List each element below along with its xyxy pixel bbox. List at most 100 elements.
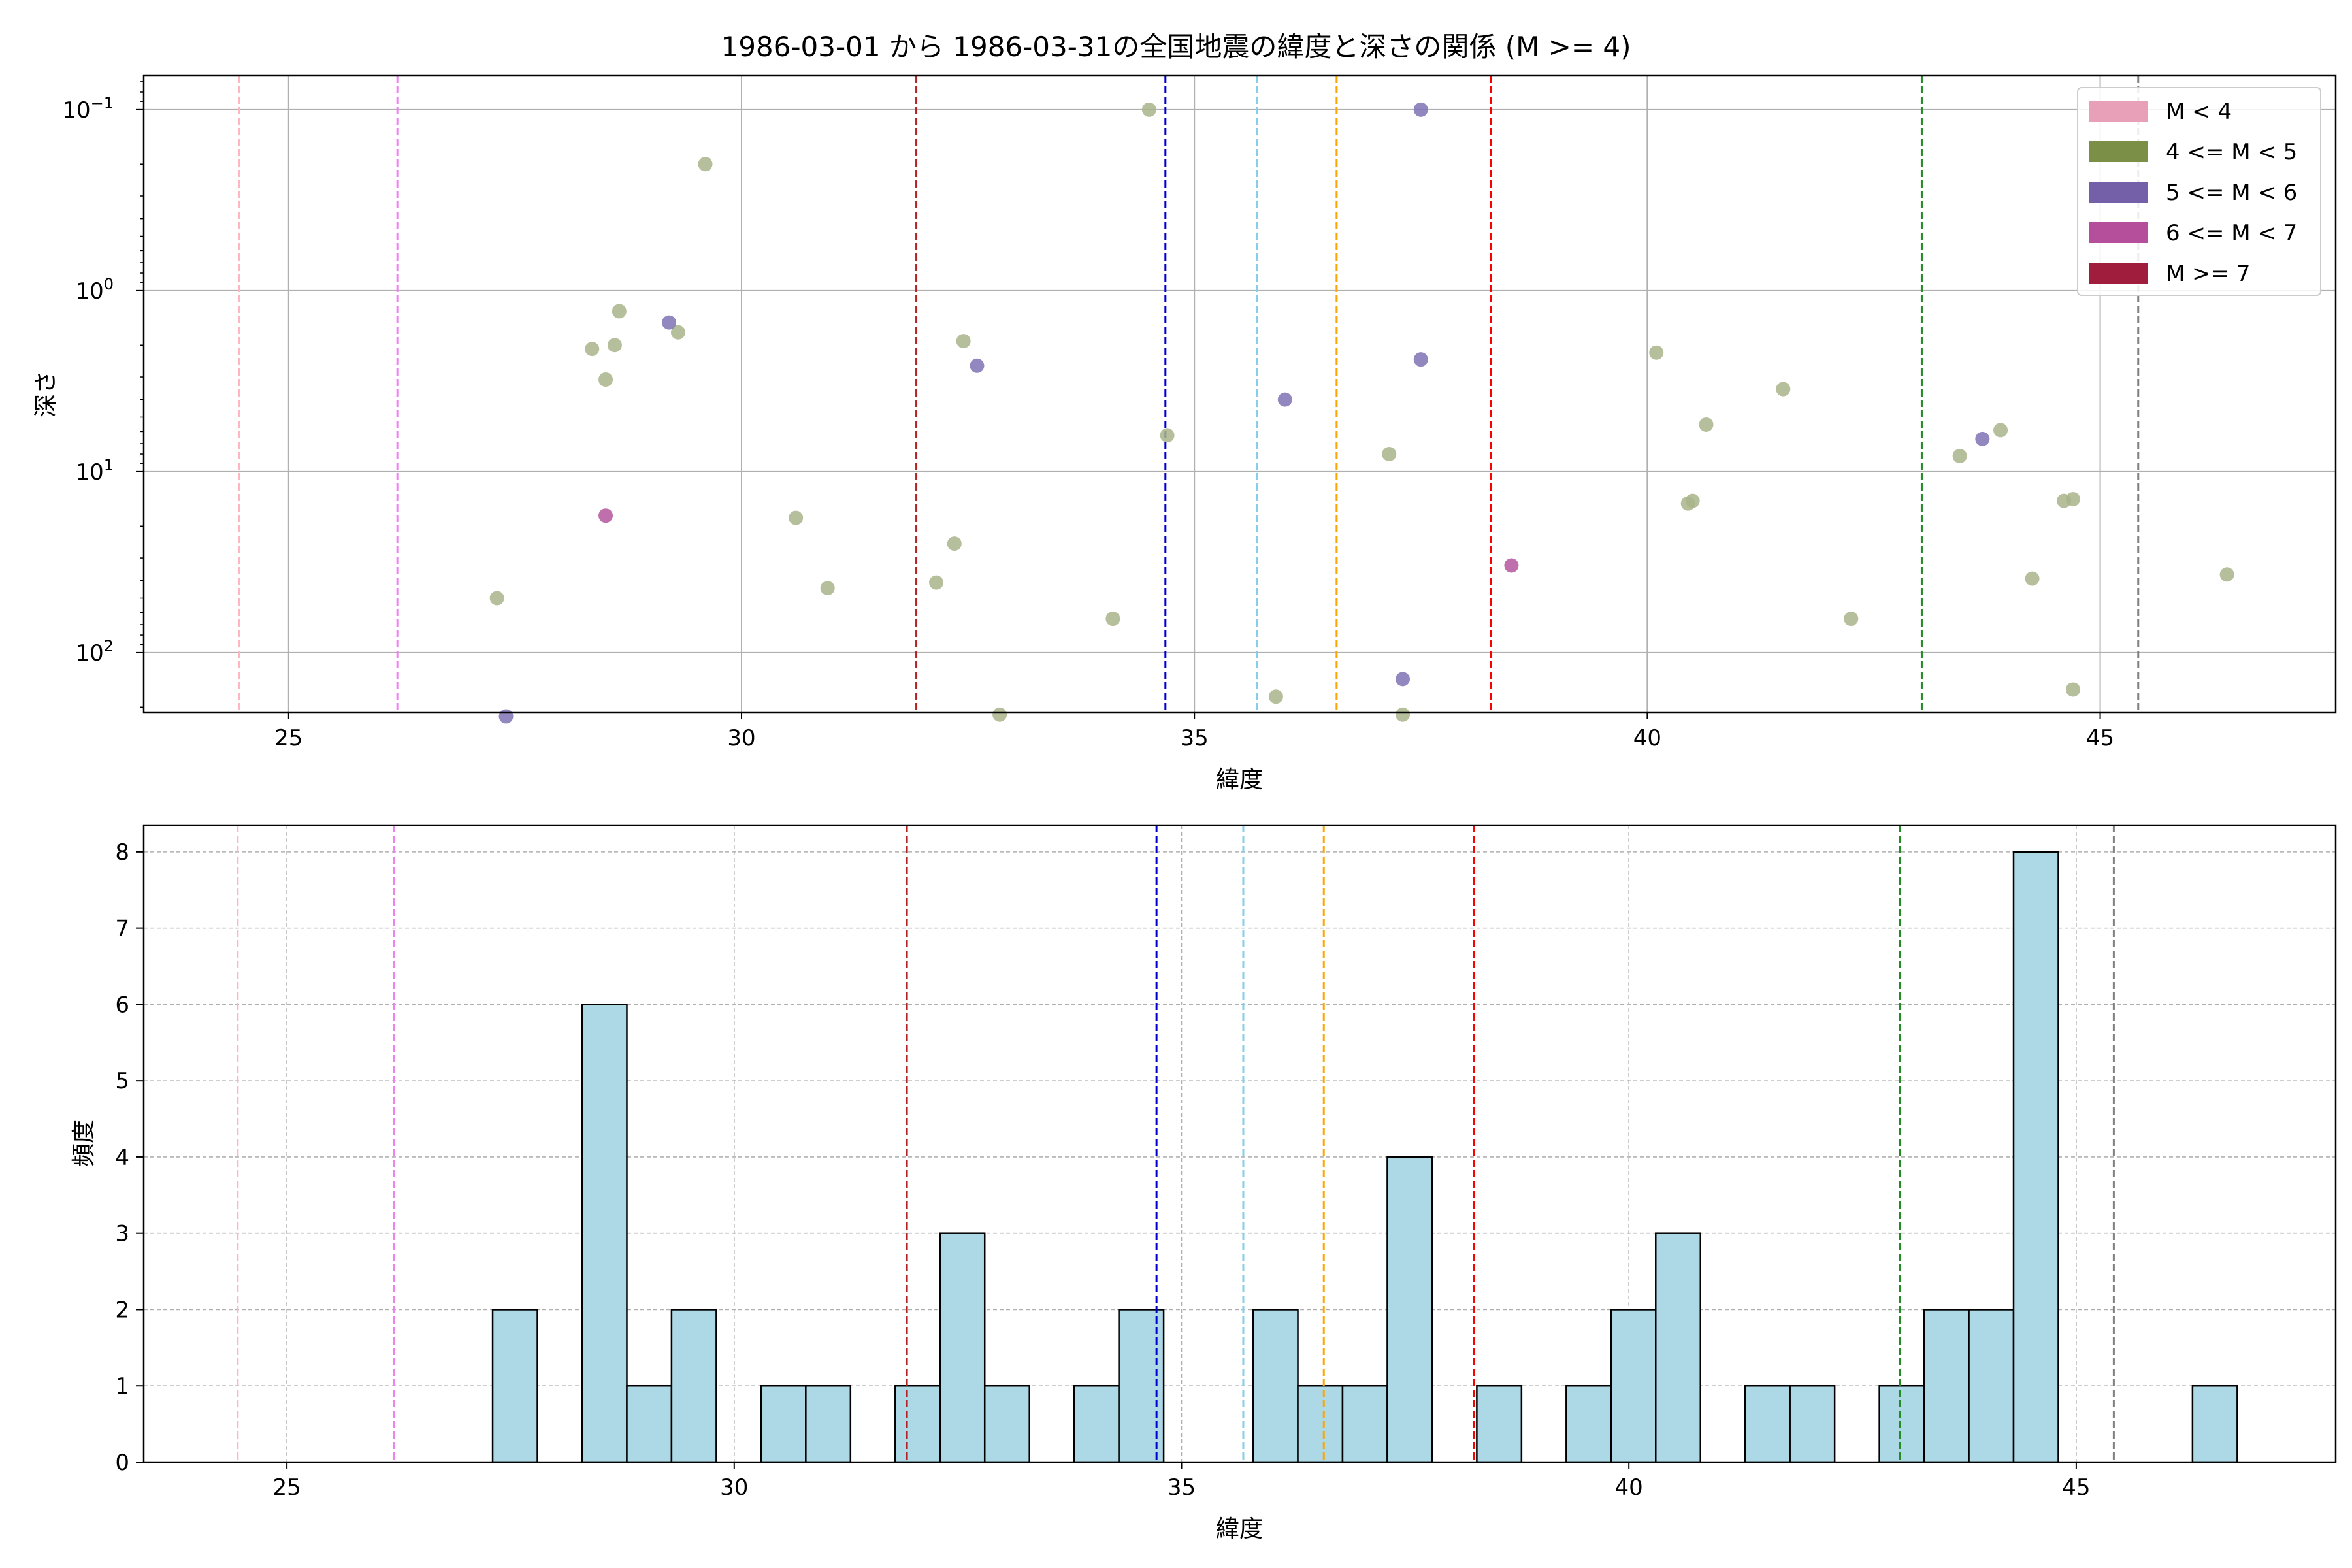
histogram-bar [1073, 1384, 1120, 1463]
histogram-frame [142, 824, 2337, 1463]
scatter-frame [142, 74, 2337, 714]
scatter-y-ticks: 10−1 100 101 102 [62, 81, 144, 708]
histogram-y-tick-label: 7 [115, 916, 129, 942]
histogram-x-tick-label: 30 [720, 1475, 748, 1501]
histogram-x-tick-label: 35 [1168, 1475, 1196, 1501]
scatter-point [1776, 382, 1791, 397]
scatter-point [489, 591, 504, 606]
histogram-x-tick-label: 45 [2062, 1475, 2090, 1501]
scatter-x-tick-label: 25 [274, 725, 302, 751]
histogram-y-tick-label: 4 [115, 1145, 129, 1171]
histogram-bar [1744, 1384, 1791, 1463]
scatter-point [1268, 689, 1283, 704]
scatter-point [820, 581, 835, 596]
scatter-x-ticks: 25 30 35 40 45 [274, 713, 2114, 751]
legend-swatch [2089, 263, 2148, 284]
histogram-bar [1789, 1384, 1836, 1463]
histogram-bar [1968, 1309, 2015, 1463]
legend-label: M >= 7 [2166, 261, 2251, 287]
scatter-x-tick-label: 45 [2086, 725, 2114, 751]
histogram-y-tick-label: 3 [115, 1221, 129, 1247]
scatter-point [662, 315, 677, 330]
histogram-y-tick-label: 2 [115, 1297, 129, 1323]
scatter-point [585, 342, 600, 357]
scatter-point [1685, 493, 1700, 508]
legend-frame [2077, 87, 2321, 296]
histogram-bar [2012, 851, 2059, 1463]
scatter-point [1105, 612, 1120, 627]
scatter-x-tick-label: 35 [1181, 725, 1209, 751]
scatter-point [1396, 672, 1411, 687]
scatter-point [2025, 571, 2040, 586]
legend-swatch [2089, 141, 2148, 162]
scatter-axes: 25 30 35 40 45 10−1 100 101 102 緯度 深さ M < 4 4 <=… [33, 74, 2337, 793]
histogram-bar [1610, 1309, 1657, 1463]
scatter-point [598, 372, 613, 387]
histogram-y-tick-label: 5 [115, 1068, 129, 1094]
scatter-reference-lines [238, 76, 2140, 713]
scatter-x-tick-label: 30 [727, 725, 755, 751]
scatter-point [2065, 682, 2080, 697]
histogram-bar [2191, 1384, 2238, 1463]
histogram-reference-lines [237, 825, 2115, 1462]
histogram-y-tick-label: 6 [115, 992, 129, 1018]
legend-label: 5 <= M < 6 [2166, 180, 2297, 206]
histogram-bar [1655, 1232, 1701, 1463]
scatter-point [1382, 447, 1397, 462]
scatter-point [1277, 392, 1292, 407]
histogram-y-tick-label: 1 [115, 1373, 129, 1399]
scatter-point [992, 707, 1007, 722]
histogram-y-ticks: 0 1 2 3 4 5 6 7 8 [115, 840, 144, 1476]
scatter-point [2219, 567, 2234, 582]
scatter-point [1413, 352, 1428, 367]
legend-swatch [2089, 182, 2148, 203]
histogram-bar [1297, 1384, 1344, 1463]
histogram-bar [670, 1309, 717, 1463]
histogram-bar [1341, 1384, 1388, 1463]
chart-title: 1986-03-01 から 1986-03-31の全国地震の緯度と深さの関係 (… [721, 31, 1631, 63]
scatter-point [956, 334, 971, 349]
histogram-x-ticks: 25 30 35 40 45 [272, 1462, 2091, 1501]
legend: M < 4 4 <= M < 5 5 <= M < 6 6 <= M < 7 M >= … [2077, 87, 2321, 296]
scatter-point [1952, 449, 1967, 464]
scatter-y-tick-label: 102 [75, 637, 114, 666]
histogram-bar [939, 1232, 986, 1463]
legend-swatch [2089, 101, 2148, 122]
histogram-x-axis-label: 緯度 [1216, 1516, 1263, 1543]
histogram-y-axis-label: 頻度 [71, 1120, 97, 1167]
histogram-x-tick-label: 40 [1615, 1475, 1643, 1501]
histogram-bar [1565, 1384, 1612, 1463]
scatter-y-axis-label: 深さ [33, 370, 59, 417]
histogram-bar [1878, 1384, 1925, 1463]
histogram-bar [1476, 1384, 1523, 1463]
scatter-point [598, 508, 613, 523]
scatter-point [789, 510, 804, 525]
scatter-point [498, 709, 514, 724]
histogram-bar [581, 1004, 628, 1463]
scatter-point [1975, 431, 1990, 446]
scatter-point [1160, 428, 1175, 443]
histogram-bar [983, 1384, 1030, 1463]
scatter-point [1649, 345, 1664, 360]
scatter-y-tick-label: 10−1 [62, 94, 114, 123]
scatter-point [1141, 102, 1156, 117]
scatter-point [1993, 423, 2008, 438]
histogram-bar [894, 1384, 941, 1463]
scatter-point [1396, 707, 1411, 722]
histogram-bar [1923, 1309, 1970, 1463]
histogram-bar [491, 1309, 538, 1463]
histogram-bar [760, 1384, 807, 1463]
scatter-point [2065, 492, 2080, 507]
scatter-y-tick-label: 100 [75, 275, 114, 304]
scatter-point [1699, 417, 1714, 432]
legend-label: 4 <= M < 5 [2166, 139, 2297, 165]
scatter-x-tick-label: 40 [1633, 725, 1661, 751]
scatter-point [607, 338, 622, 353]
legend-swatch [2089, 222, 2148, 243]
scatter-point [1504, 558, 1519, 573]
legend-label: 6 <= M < 7 [2166, 220, 2297, 246]
scatter-point [947, 536, 962, 551]
scatter-point [929, 575, 944, 590]
